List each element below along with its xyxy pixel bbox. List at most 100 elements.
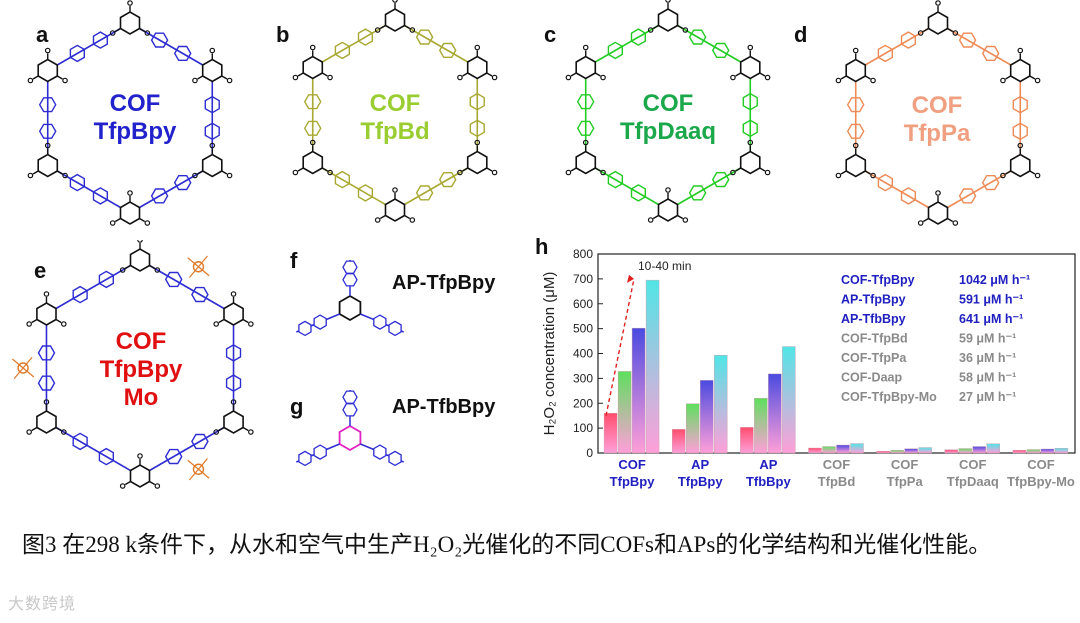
legend-name: COF-TfpBpy xyxy=(841,273,915,287)
carbonyl-bond xyxy=(139,27,146,33)
x-tick-label-line2: TfbBpy xyxy=(746,474,792,489)
oxygen-atom xyxy=(474,44,481,51)
oxygen-atom xyxy=(226,172,233,179)
oxygen-atom xyxy=(852,47,859,54)
legend-rate: 641 μM h⁻¹ xyxy=(959,312,1023,326)
carbonyl-bond xyxy=(242,318,249,324)
panel-h: h 0 100 200 300 400 500 600 700 800 H₂O₂ concentr… xyxy=(535,232,1080,522)
legend-name: COF-Daap xyxy=(841,371,902,385)
bar xyxy=(782,346,796,454)
carbonyl-bond xyxy=(404,24,411,30)
carbonyl-bond xyxy=(114,27,121,33)
legend-name: COF-TfpBd xyxy=(841,332,908,346)
carbonyl-bond xyxy=(1005,75,1012,80)
carbonyl-bond xyxy=(139,217,146,223)
x-tick-label-line1: COF xyxy=(959,457,987,472)
oxygen-atom xyxy=(870,77,876,84)
node-ring xyxy=(36,410,57,434)
x-tick-label-line2: TfpDaaq xyxy=(947,474,999,489)
x-tick-label-line1: COF xyxy=(618,457,646,472)
h2o2-bar-chart: 0 100 200 300 400 500 600 700 800 H₂O₂ concentrat… xyxy=(541,247,1076,489)
carbonyl-bond xyxy=(486,167,493,172)
oxygen-atom xyxy=(952,30,959,36)
cof-ring-a xyxy=(27,0,233,226)
bar xyxy=(918,447,932,454)
linker-ring xyxy=(438,172,457,188)
carbonyl-bond xyxy=(759,72,766,77)
co-ligand xyxy=(188,468,199,481)
oxygen-atom xyxy=(127,190,133,196)
x-tick-label-line2: TfpBpy xyxy=(610,474,656,489)
linker-ring xyxy=(92,31,108,49)
carbonyl-bond xyxy=(947,27,954,33)
oxygen-atom xyxy=(835,172,842,179)
oxygen-atom xyxy=(60,321,67,327)
linker-ring xyxy=(150,32,169,48)
linker-ring xyxy=(69,173,85,192)
oxygen-atom xyxy=(1034,172,1041,179)
bar xyxy=(700,380,714,454)
carbonyl-bond xyxy=(1029,75,1036,80)
linker-ring xyxy=(742,92,758,111)
node-ring xyxy=(384,8,406,32)
carbonyl-bond xyxy=(462,167,469,172)
carbonyl-bond xyxy=(840,170,847,175)
bar xyxy=(876,451,890,454)
mo-center xyxy=(17,362,29,374)
oxygen-atom xyxy=(600,74,606,81)
arm-ring xyxy=(313,314,327,330)
node-ring xyxy=(37,153,59,178)
panel-label-d: d xyxy=(794,22,808,47)
panel-label-b: b xyxy=(276,22,290,47)
annotation-arrowhead xyxy=(627,274,634,283)
co-ligand xyxy=(22,356,33,369)
oxygen-atom xyxy=(192,172,198,179)
y-tick-label: 500 xyxy=(573,322,593,336)
cof-title-a: COF TfpBpy xyxy=(80,90,190,146)
panel-f: f AP-TfpBpy xyxy=(280,240,540,380)
linker-ring xyxy=(900,187,916,205)
linker-ring xyxy=(630,184,646,202)
panel-e: e COF TfpBpy Mo xyxy=(0,240,275,505)
linker-ring xyxy=(38,97,57,113)
arm-ring xyxy=(373,314,387,330)
oxygen-atom xyxy=(26,321,32,327)
carbonyl-bond xyxy=(947,217,954,223)
carbonyl-bond xyxy=(124,264,131,270)
linker-ring xyxy=(173,175,192,191)
y-axis-label: H₂O₂ concentration (μM) xyxy=(541,272,558,436)
oxygen-atom xyxy=(1034,77,1041,84)
annotation-text: 10-40 min xyxy=(638,259,691,273)
ap-structure-f xyxy=(296,260,404,337)
cof-ring-d xyxy=(835,0,1041,226)
panel-d: d COF TfpPa xyxy=(790,0,1080,230)
oxygen-atom xyxy=(209,142,216,149)
oxygen-atom xyxy=(764,74,771,81)
cof-title-c-line2: TfpDaaq xyxy=(620,118,716,145)
co-ligand xyxy=(22,367,35,378)
y-tick-label: 600 xyxy=(573,297,593,311)
bar xyxy=(986,443,1000,454)
linker-ring xyxy=(877,44,893,63)
linker-ring xyxy=(72,285,88,304)
carbonyl-bond xyxy=(735,72,742,77)
x-tick-label-line1: AP xyxy=(691,457,709,472)
bar xyxy=(836,444,850,454)
x-tick-label-line2: TfpBpy-Mo xyxy=(1007,474,1075,489)
linker-ring xyxy=(438,42,457,58)
x-tick-label-line1: COF xyxy=(891,457,919,472)
bar xyxy=(972,446,986,454)
y-tick-label: 300 xyxy=(573,371,593,385)
oxygen-atom xyxy=(292,74,299,81)
x-tick-label-line1: AP xyxy=(759,457,777,472)
oxygen-atom xyxy=(835,77,842,84)
oxygen-atom xyxy=(119,483,126,489)
oxygen-atom xyxy=(409,217,416,223)
legend-rate: 36 μM h⁻¹ xyxy=(959,351,1016,365)
panel-b: b COF TfpBd xyxy=(270,0,540,230)
carbonyl-bond xyxy=(221,170,228,175)
oxygen-atom xyxy=(1017,142,1024,149)
linker-ring xyxy=(225,374,242,392)
linker-ring xyxy=(164,271,183,288)
x-tick-label-line2: TfpBd xyxy=(818,474,856,489)
